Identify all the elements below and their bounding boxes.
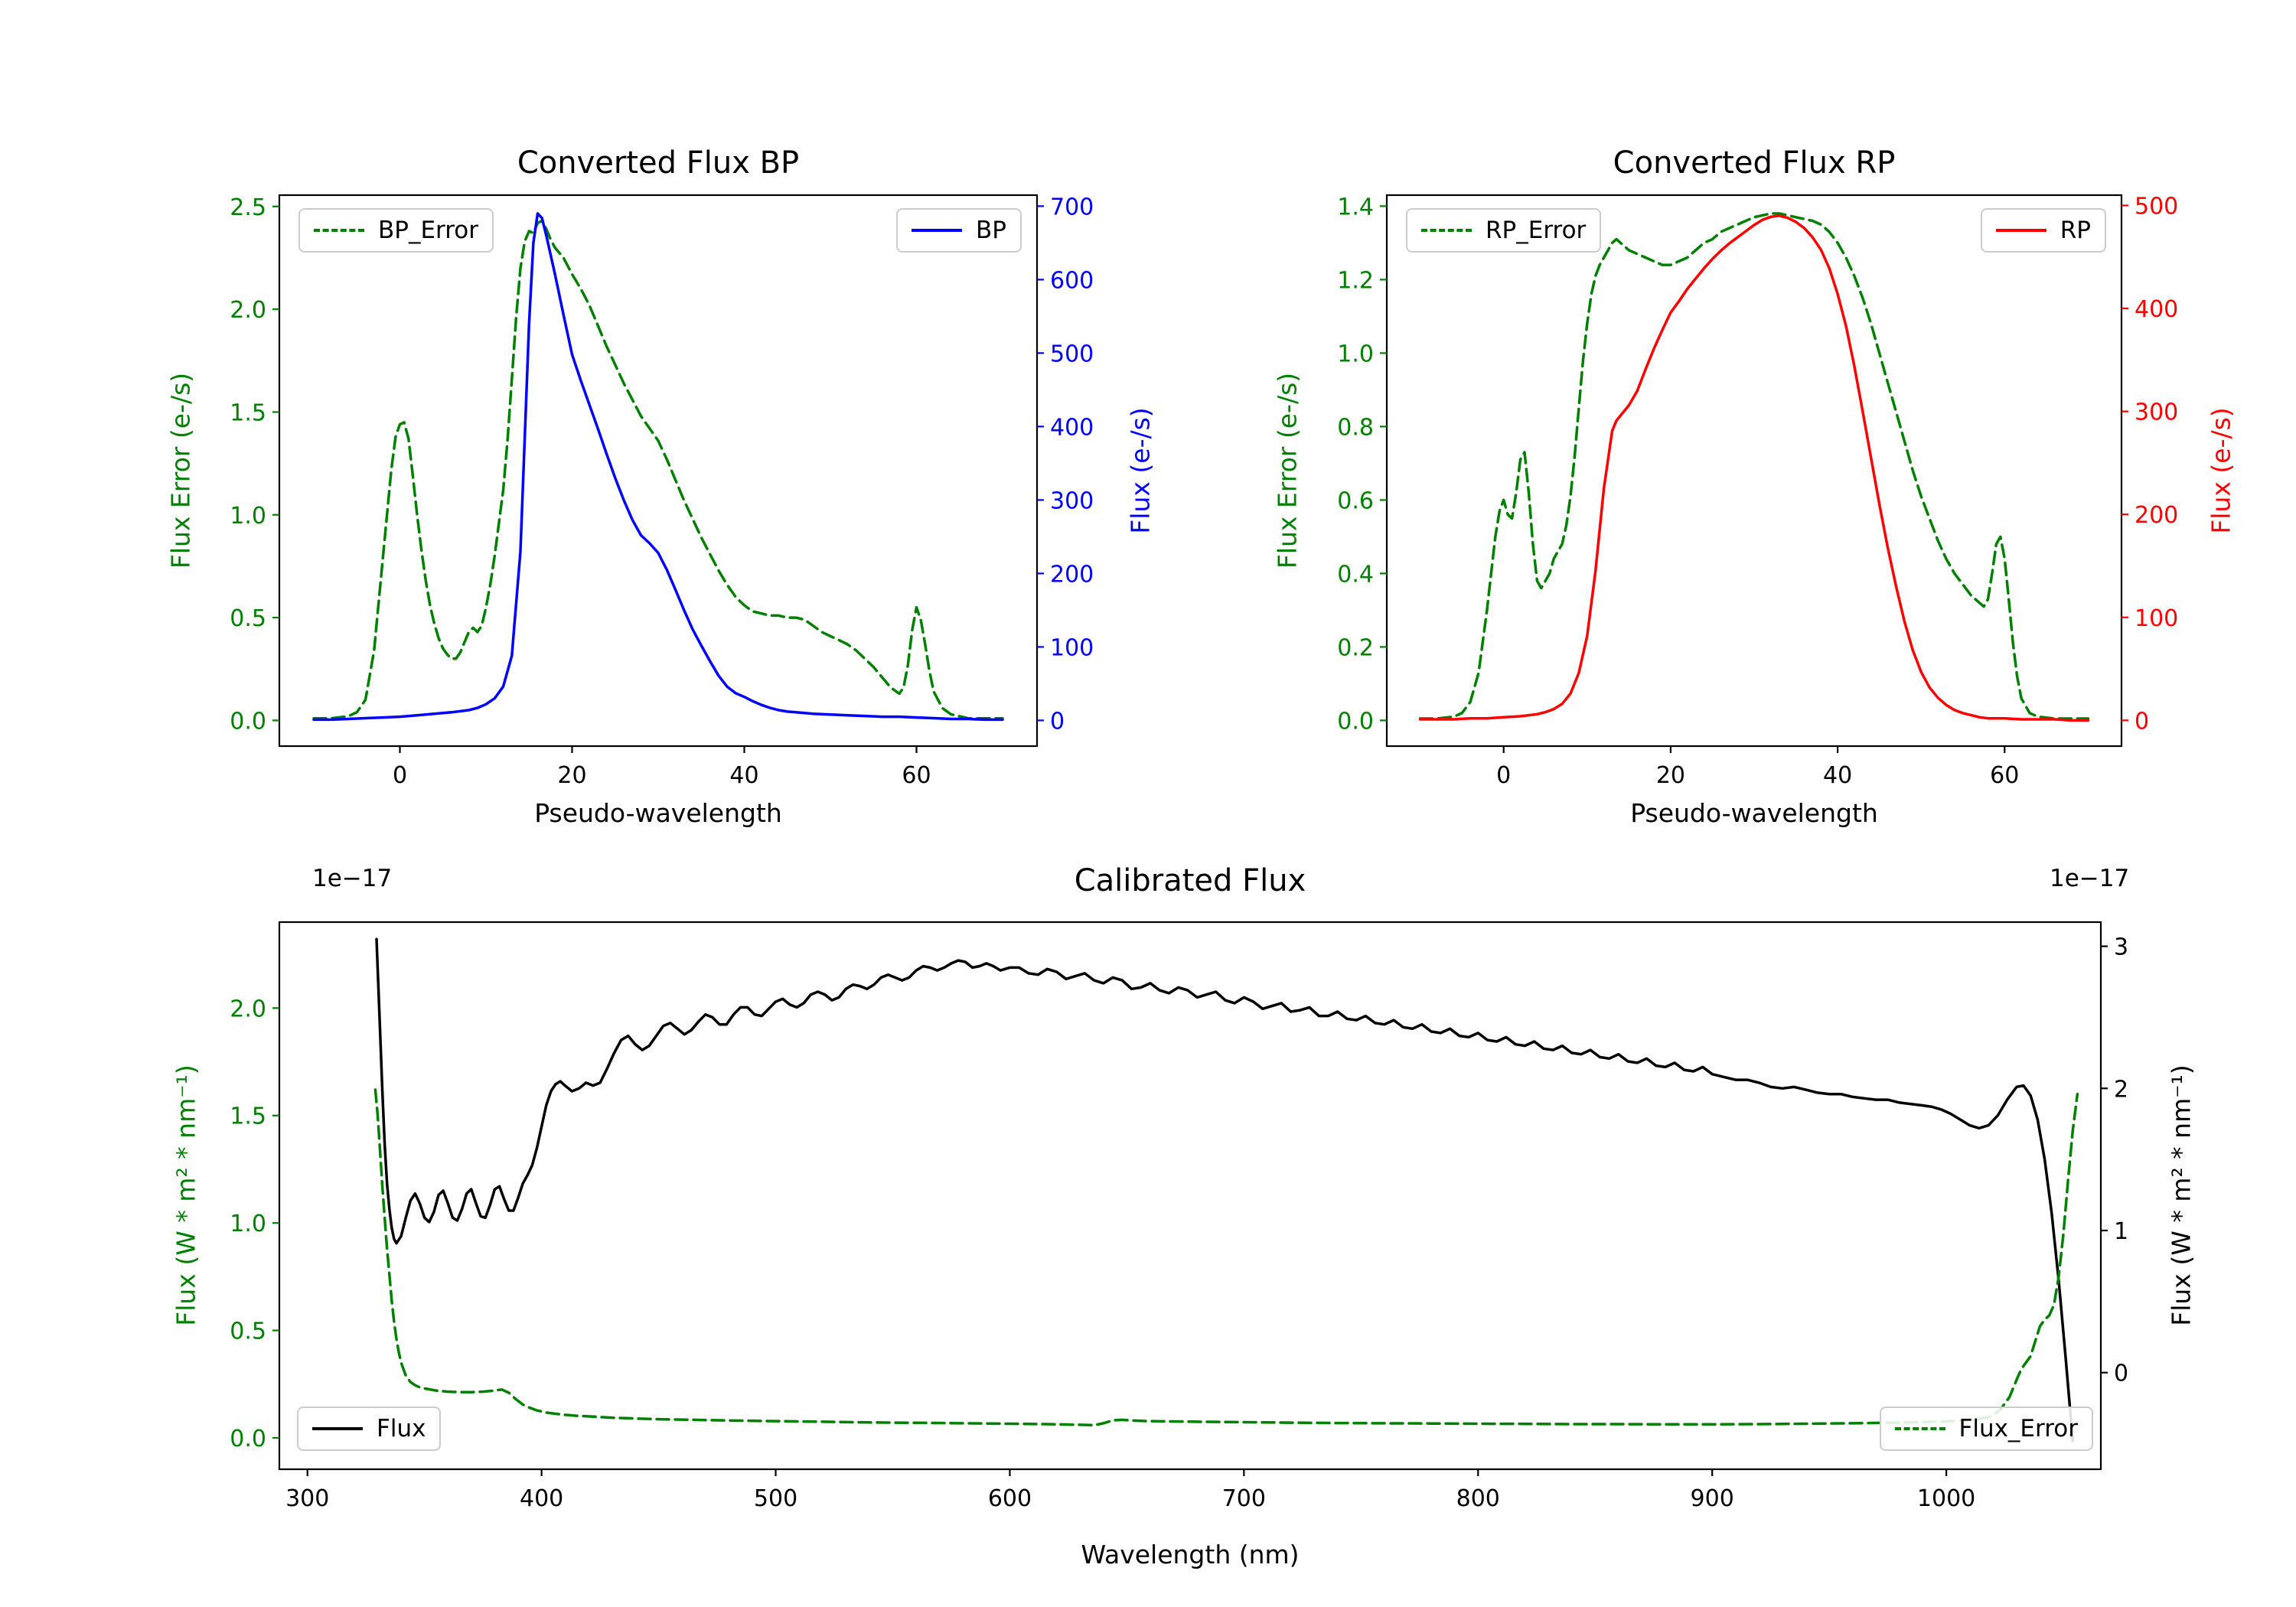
svg-text:400: 400 <box>2135 296 2178 323</box>
bp-legend: BP <box>896 208 1022 253</box>
rp-legend-label: RP <box>2060 217 2091 244</box>
bp-error-legend: BP_Error <box>298 208 494 253</box>
rp-error-legend: RP_Error <box>1406 208 1602 253</box>
calibrated-flux-right-yaxis-label: Flux (W * m² * nm⁻¹) <box>2166 1064 2197 1326</box>
rp-legend-line <box>1995 229 2047 232</box>
flux-error-legend-label: Flux_Error <box>1958 1415 2079 1442</box>
svg-text:0.2: 0.2 <box>1337 634 1374 661</box>
svg-text:1.4: 1.4 <box>1337 194 1374 220</box>
svg-text:700: 700 <box>1222 1485 1266 1512</box>
svg-text:0.0: 0.0 <box>230 1426 266 1452</box>
svg-text:0.6: 0.6 <box>1337 487 1374 514</box>
svg-text:0.4: 0.4 <box>1337 561 1374 588</box>
flux-legend: Flux <box>297 1407 442 1451</box>
svg-text:20: 20 <box>1656 762 1685 789</box>
svg-text:2: 2 <box>2114 1076 2128 1103</box>
svg-text:1.0: 1.0 <box>1337 341 1374 367</box>
svg-text:0: 0 <box>2114 1361 2128 1387</box>
svg-text:600: 600 <box>988 1485 1032 1512</box>
rp-xaxis-label: Pseudo-wavelength <box>1630 798 1878 828</box>
calibrated-flux-left-yaxis-label: Flux (W * m² * nm⁻¹) <box>171 1064 201 1326</box>
svg-text:1.5: 1.5 <box>230 1103 266 1130</box>
svg-text:800: 800 <box>1456 1485 1500 1512</box>
svg-text:500: 500 <box>754 1485 797 1512</box>
bp-error-yaxis-label: Flux Error (e-/s) <box>165 372 196 569</box>
svg-text:20: 20 <box>557 762 586 789</box>
svg-text:200: 200 <box>1050 561 1094 588</box>
flux-error-legend: Flux_Error <box>1879 1407 2093 1451</box>
rp-error-yaxis-label: Flux Error (e-/s) <box>1272 372 1303 569</box>
svg-text:300: 300 <box>2135 399 2178 426</box>
svg-text:0: 0 <box>2135 708 2149 735</box>
flux-error-legend-line <box>1894 1427 1945 1430</box>
bp-legend-label: BP <box>976 217 1006 244</box>
svg-text:300: 300 <box>1050 487 1094 514</box>
svg-text:0.0: 0.0 <box>230 708 266 735</box>
svg-text:2.0: 2.0 <box>230 996 266 1022</box>
rp-legend: RP <box>1980 208 2106 253</box>
right-axis-offset-text: 1e−17 <box>2050 865 2130 892</box>
svg-text:300: 300 <box>285 1485 329 1512</box>
svg-text:400: 400 <box>520 1485 563 1512</box>
bp-error-legend-label: BP_Error <box>378 217 479 244</box>
svg-text:700: 700 <box>1050 194 1094 220</box>
bp-error-legend-line <box>314 229 364 232</box>
svg-text:60: 60 <box>1990 762 2019 789</box>
svg-text:0: 0 <box>393 762 407 789</box>
svg-text:0.5: 0.5 <box>230 1319 266 1345</box>
svg-text:2.5: 2.5 <box>230 194 266 221</box>
svg-text:2.0: 2.0 <box>230 297 266 324</box>
left-axis-offset-text: 1e−17 <box>312 865 393 892</box>
flux-legend-line <box>312 1427 363 1430</box>
bp-flux-yaxis-label: Flux (e-/s) <box>1125 407 1156 534</box>
flux-legend-label: Flux <box>377 1415 426 1442</box>
rp-flux-yaxis-label: Flux (e-/s) <box>2206 407 2236 534</box>
svg-text:500: 500 <box>2135 193 2178 220</box>
svg-text:600: 600 <box>1050 267 1094 294</box>
svg-text:1.2: 1.2 <box>1337 267 1374 294</box>
svg-text:900: 900 <box>1691 1485 1734 1512</box>
calibrated-xaxis-label: Wavelength (nm) <box>1081 1540 1300 1570</box>
svg-text:0: 0 <box>1496 762 1511 789</box>
svg-text:100: 100 <box>2135 605 2178 632</box>
svg-text:1000: 1000 <box>1917 1485 1975 1512</box>
svg-text:1: 1 <box>2114 1218 2128 1245</box>
calibrated-chart-title: Calibrated Flux <box>1074 863 1306 898</box>
svg-text:1.0: 1.0 <box>230 1211 266 1237</box>
svg-text:1.5: 1.5 <box>230 399 266 426</box>
svg-text:0: 0 <box>1050 708 1065 735</box>
svg-text:0.5: 0.5 <box>230 605 266 632</box>
svg-text:40: 40 <box>729 762 758 789</box>
svg-text:500: 500 <box>1050 341 1094 367</box>
svg-text:0.8: 0.8 <box>1337 414 1374 441</box>
svg-text:200: 200 <box>2135 502 2178 529</box>
rp-error-legend-label: RP_Error <box>1486 217 1587 244</box>
rp-error-legend-line <box>1421 229 1472 232</box>
bp-legend-line <box>912 229 963 232</box>
bp-chart-title: Converted Flux BP <box>517 145 800 181</box>
svg-text:3: 3 <box>2114 934 2128 961</box>
svg-text:400: 400 <box>1050 414 1094 441</box>
svg-text:1.0: 1.0 <box>230 503 266 530</box>
svg-text:60: 60 <box>902 762 931 789</box>
bp-xaxis-label: Pseudo-wavelength <box>534 798 782 828</box>
svg-text:40: 40 <box>1823 762 1852 789</box>
svg-text:0.0: 0.0 <box>1337 708 1374 735</box>
svg-text:100: 100 <box>1050 634 1094 661</box>
rp-chart-title: Converted Flux RP <box>1613 145 1896 181</box>
